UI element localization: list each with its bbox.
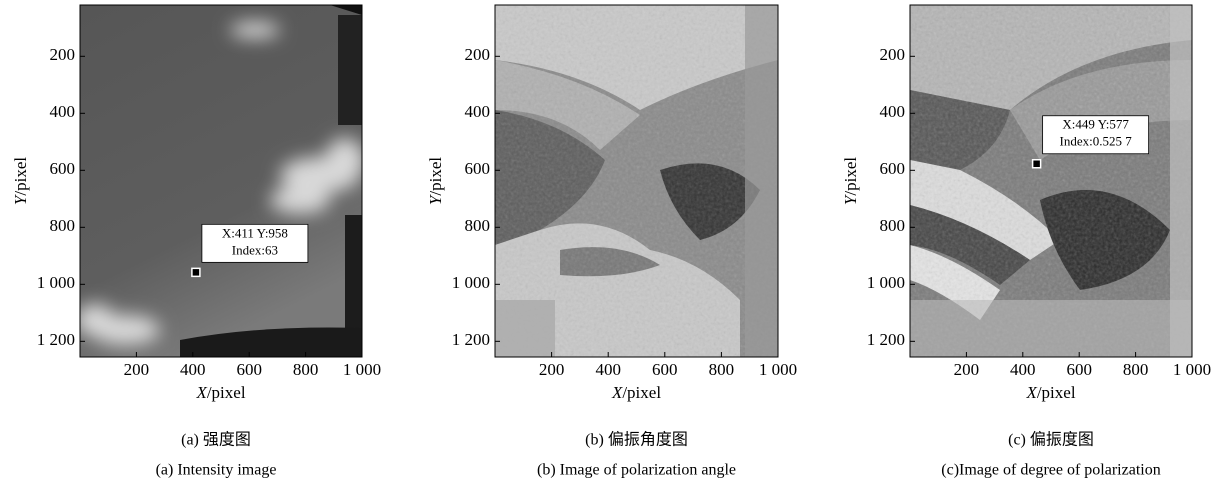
y-tick-label: 400 [50, 102, 76, 121]
dop-image [910, 5, 1192, 357]
caption-cn: (c) 偏振度图 [1008, 431, 1094, 449]
x-tick-label: 1 000 [1173, 360, 1211, 379]
x-tick-label: 400 [180, 360, 206, 379]
x-tick-label: 1 000 [343, 360, 381, 379]
y-axis-label: Y/pixel [841, 157, 860, 205]
datatip-text: X:411 Y:958 [222, 225, 288, 240]
axis-unit: /pixel [622, 383, 661, 402]
x-tick-label: 600 [1066, 360, 1092, 379]
x-tick-label: 800 [709, 360, 735, 379]
figure: 200 400 600 800 1 000 200 400 600 800 1 000 1 200 X… [0, 0, 1231, 502]
axis-unit: /pixel [426, 157, 445, 196]
y-tick-label: 1 200 [867, 330, 905, 349]
caption-cn: (b) 偏振角度图 [585, 431, 688, 449]
y-tick-label: 400 [880, 102, 906, 121]
y-tick-label: 800 [465, 216, 491, 235]
caption-en: (c)Image of degree of polarization [941, 462, 1160, 479]
y-tick-label: 400 [465, 102, 491, 121]
y-tick-label: 1 000 [37, 273, 75, 292]
datatip-point [192, 268, 200, 276]
y-tick-label: 200 [50, 45, 76, 64]
x-tick-label: 600 [236, 360, 262, 379]
y-tick-label: 200 [880, 45, 906, 64]
y-axis-label: Y/pixel [11, 157, 30, 205]
y-tick-label: 600 [50, 159, 76, 178]
y-tick-label: 800 [880, 216, 906, 235]
axis-unit: /pixel [1037, 383, 1076, 402]
x-tick-label: 1 000 [759, 360, 797, 379]
x-axis-label: X/pixel [611, 383, 661, 402]
caption-en: (a) Intensity image [156, 462, 277, 479]
y-tick-label: 800 [50, 216, 76, 235]
axis-unit: /pixel [11, 157, 30, 196]
axis-var: X [1025, 383, 1037, 402]
x-tick-label: 200 [539, 360, 565, 379]
axis-unit: /pixel [841, 157, 860, 196]
x-tick-label: 800 [293, 360, 319, 379]
y-tick-label: 200 [465, 45, 491, 64]
x-tick-label: 600 [652, 360, 678, 379]
x-tick-label: 400 [1010, 360, 1036, 379]
x-tick-label: 200 [954, 360, 980, 379]
y-axis-label: Y/pixel [426, 157, 445, 205]
intensity-image [75, 5, 365, 357]
y-tick-label: 1 200 [452, 330, 490, 349]
y-tick-label: 600 [880, 159, 906, 178]
caption-en: (b) Image of polarization angle [537, 462, 736, 479]
x-tick-label: 800 [1123, 360, 1149, 379]
y-tick-label: 1 200 [37, 330, 75, 349]
x-tick-label: 200 [124, 360, 150, 379]
y-tick-label: 600 [465, 159, 491, 178]
caption-cn: (a) 强度图 [181, 431, 251, 449]
datatip-text: X:449 Y:577 [1062, 117, 1129, 132]
angle-image [495, 5, 778, 357]
datatip-text: Index:63 [232, 242, 278, 257]
x-axis-label: X/pixel [1025, 383, 1075, 402]
x-axis-label: X/pixel [195, 383, 245, 402]
datatip-text: Index:0.525 7 [1060, 134, 1133, 149]
datatip-point [1033, 160, 1041, 168]
axis-unit: /pixel [207, 383, 246, 402]
axis-var: X [611, 383, 623, 402]
y-tick-label: 1 000 [867, 273, 905, 292]
y-tick-label: 1 000 [452, 273, 490, 292]
axis-var: X [195, 383, 207, 402]
x-tick-label: 400 [595, 360, 621, 379]
